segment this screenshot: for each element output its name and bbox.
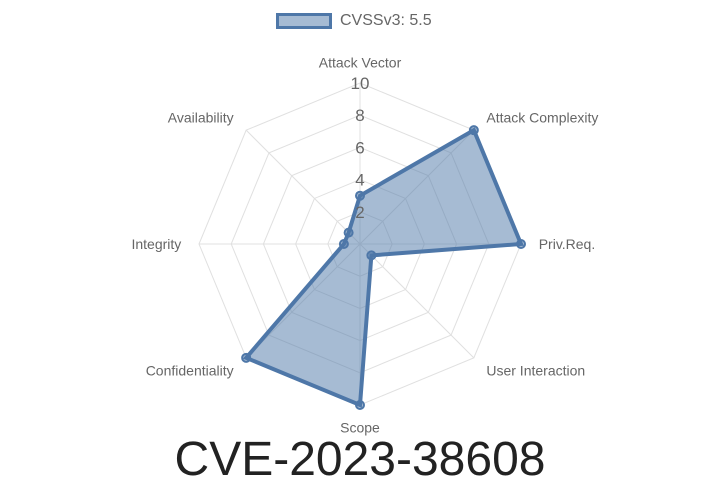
axis-label: Priv.Req.	[539, 236, 596, 252]
legend-swatch	[276, 13, 332, 29]
axis-label: Attack Complexity	[486, 110, 598, 126]
axis-label: Availability	[168, 110, 234, 126]
legend[interactable]: CVSSv3: 5.5	[276, 12, 432, 30]
data-point	[366, 250, 377, 261]
tick-label: 10	[351, 74, 370, 93]
grid-spoke	[359, 243, 475, 359]
axis-label: User Interaction	[486, 362, 585, 378]
data-point	[241, 352, 252, 363]
tick-label: 8	[355, 106, 364, 125]
legend-label: CVSSv3: 5.5	[340, 12, 432, 29]
data-point	[516, 239, 526, 249]
axis-label: Confidentiality	[146, 362, 234, 378]
tick-label: 6	[355, 138, 364, 157]
data-point	[343, 227, 354, 238]
axis-label: Attack Vector	[319, 54, 402, 70]
axis-label: Scope	[340, 420, 380, 436]
tick-label: 4	[355, 171, 364, 190]
chart-title: CVE-2023-38608	[174, 433, 546, 486]
data-point	[355, 190, 365, 201]
axis-label: Integrity	[131, 236, 181, 252]
data-point	[468, 125, 479, 136]
tick-label: 2	[355, 203, 364, 222]
data-point	[338, 239, 349, 249]
grid-spoke	[245, 129, 361, 245]
data-point	[355, 400, 365, 410]
